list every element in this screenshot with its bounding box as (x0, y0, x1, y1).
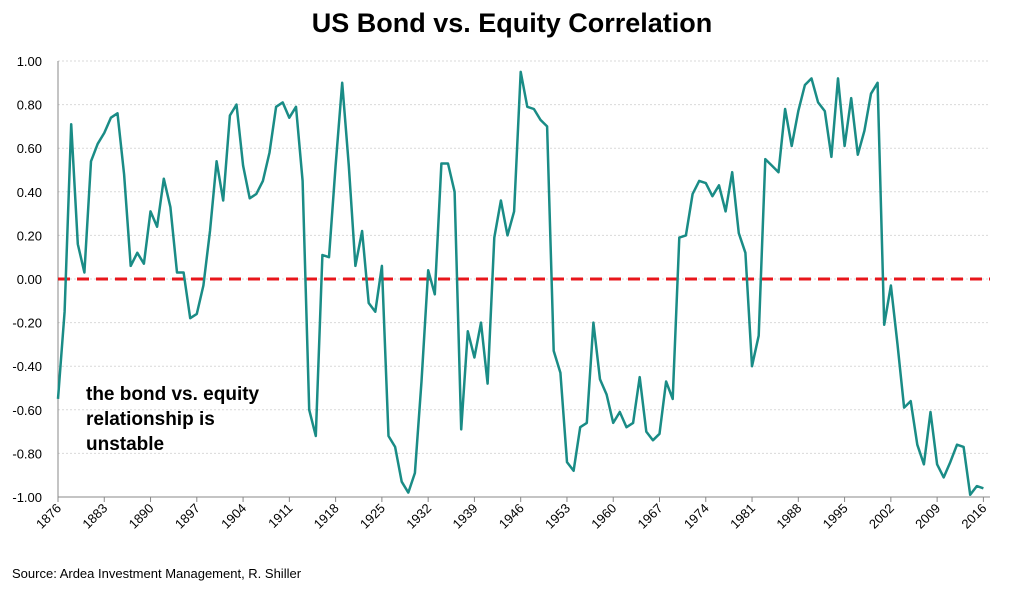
y-tick-label: -1.00 (12, 490, 42, 505)
source-note: Source: Ardea Investment Management, R. … (12, 566, 302, 581)
x-tick-label: 1932 (403, 501, 434, 532)
y-tick-label: 0.80 (17, 98, 42, 113)
y-tick-label: -0.20 (12, 316, 42, 331)
y-tick-label: 0.20 (17, 228, 42, 243)
x-tick-label: 1960 (588, 501, 619, 532)
x-tick-label: 1974 (681, 501, 712, 532)
annotation: the bond vs. equity (86, 384, 260, 405)
y-tick-label: -0.60 (12, 403, 42, 418)
x-tick-label: 1904 (218, 501, 249, 532)
x-tick-label: 2016 (958, 501, 989, 532)
annotation: relationship is (86, 409, 215, 430)
x-tick-label: 1988 (773, 501, 804, 532)
x-tick-label: 1897 (172, 501, 203, 532)
x-tick-label: 1890 (126, 501, 157, 532)
y-tick-label: -0.40 (12, 359, 42, 374)
x-tick-label: 1981 (727, 501, 758, 532)
x-tick-label: 1876 (33, 501, 64, 532)
x-tick-label: 2002 (866, 501, 897, 532)
x-tick-label: 1946 (496, 501, 527, 532)
x-tick-label: 1995 (820, 501, 851, 532)
x-tick-label: 1967 (635, 501, 666, 532)
y-tick-label: 0.40 (17, 185, 42, 200)
data-line (56, 70, 984, 497)
x-tick-label: 1925 (357, 501, 388, 532)
annotation: unstable (86, 434, 164, 455)
x-tick-label: 1918 (311, 501, 342, 532)
x-tick-label: 1883 (79, 501, 110, 532)
y-tick-label: -0.80 (12, 446, 42, 461)
y-tick-label: 1.00 (17, 54, 42, 69)
x-tick-label: 1953 (542, 501, 573, 532)
x-tick-label: 1939 (449, 501, 480, 532)
y-tick-label: 0.00 (17, 272, 42, 287)
chart-title: US Bond vs. Equity Correlation (312, 8, 713, 38)
x-tick-label: 1911 (265, 501, 295, 531)
y-tick-label: 0.60 (17, 141, 42, 156)
x-tick-label: 2009 (912, 501, 943, 532)
